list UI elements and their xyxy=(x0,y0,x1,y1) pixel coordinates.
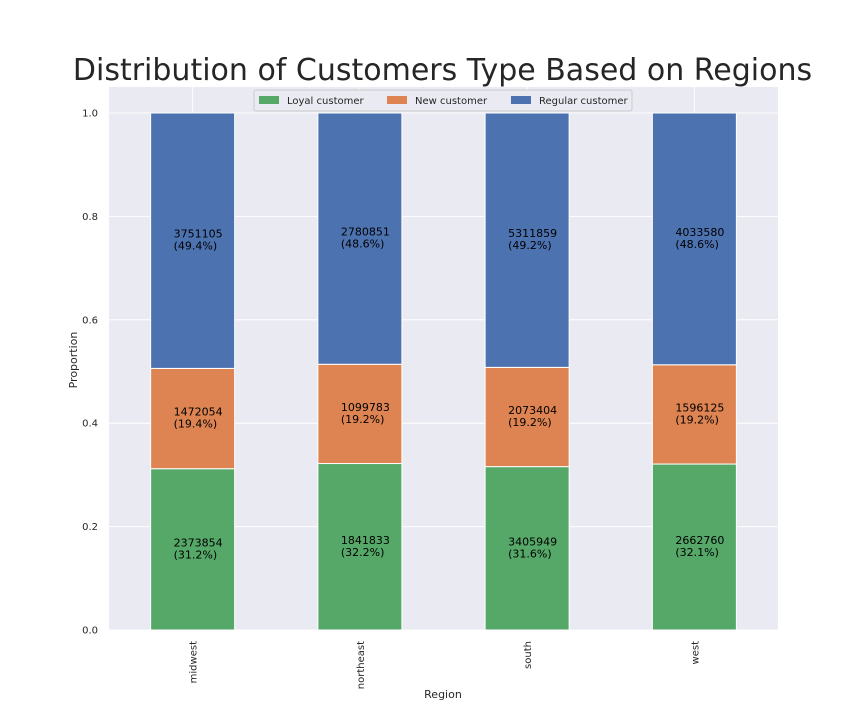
bar-segment-midwest-loyal-customer xyxy=(150,468,236,631)
legend-swatch-regular-customer xyxy=(511,96,531,104)
bar-percent-label: (19.2%) xyxy=(675,413,719,426)
bar-segment-west-loyal-customer xyxy=(651,463,737,631)
bar-percent-label: (19.2%) xyxy=(508,416,552,429)
x-axis-label: Region xyxy=(424,688,462,701)
y-tick-label: 0.2 xyxy=(82,522,98,533)
legend-swatch-loyal-customer xyxy=(259,96,279,104)
bar-count-label: 2662760 xyxy=(675,534,724,547)
x-tick-label: south xyxy=(523,641,534,669)
bar-percent-label: (31.6%) xyxy=(508,547,552,560)
bars xyxy=(150,112,737,631)
bar-segment-midwest-new-customer xyxy=(150,367,236,470)
y-axis-label: Proportion xyxy=(67,332,80,389)
bar-segment-south-regular-customer xyxy=(484,112,570,368)
bar-percent-label: (48.6%) xyxy=(675,238,719,251)
y-tick-label: 0.8 xyxy=(82,212,98,223)
bar-percent-label: (32.2%) xyxy=(341,546,385,559)
bar-count-label: 1099783 xyxy=(341,401,390,414)
bar-segment-west-regular-customer xyxy=(651,112,737,366)
bar-percent-label: (49.4%) xyxy=(174,240,218,253)
x-tick-label: northeast xyxy=(356,641,367,689)
bar-percent-label: (48.6%) xyxy=(341,238,385,251)
bar-segment-midwest-regular-customer xyxy=(150,112,236,369)
x-tick-label: west xyxy=(690,641,701,665)
y-tick-label: 0.0 xyxy=(82,626,98,637)
bar-count-label: 1472054 xyxy=(174,406,223,419)
bar-count-label: 3405949 xyxy=(508,535,557,548)
bar-count-label: 2073404 xyxy=(508,404,557,417)
bar-percent-label: (49.2%) xyxy=(508,239,552,252)
x-axis-ticks: midwest northeast south west xyxy=(189,641,702,689)
bar-count-label: 1841833 xyxy=(341,534,390,547)
bar-segment-northeast-new-customer xyxy=(317,363,403,465)
bar-percent-label: (19.4%) xyxy=(174,418,218,431)
bar-percent-label: (32.1%) xyxy=(675,546,719,559)
legend: Loyal customer New customer Regular custom… xyxy=(253,89,633,112)
legend-label: New customer xyxy=(415,96,488,107)
legend-frame xyxy=(253,89,633,112)
bar-count-label: 2373854 xyxy=(174,536,223,549)
bar-percent-label: (19.2%) xyxy=(341,413,385,426)
bar-count-label: 2780851 xyxy=(341,226,390,239)
bar-count-label: 3751105 xyxy=(174,228,223,241)
legend-label: Regular customer xyxy=(539,96,629,107)
bar-percent-label: (31.2%) xyxy=(174,548,218,561)
bar-labels: 2373854(31.2%) 1472054(19.4%) 3751105(49.4… xyxy=(174,226,725,562)
x-tick-label: midwest xyxy=(189,641,200,683)
bar-count-label: 1596125 xyxy=(675,401,724,414)
legend-label: Loyal customer xyxy=(287,96,364,107)
y-tick-label: 0.4 xyxy=(82,419,98,430)
bar-count-label: 5311859 xyxy=(508,227,557,240)
y-axis-ticks: 0.0 0.2 0.4 0.6 0.8 1.0 xyxy=(82,109,98,637)
bar-count-label: 4033580 xyxy=(675,226,724,239)
legend-swatch-new-customer xyxy=(387,96,407,104)
bar-segment-northeast-regular-customer xyxy=(317,112,403,365)
bar-segment-south-loyal-customer xyxy=(484,466,570,631)
chart-title: Distribution of Customers Type Based on … xyxy=(73,53,812,88)
bar-segment-south-new-customer xyxy=(484,366,570,468)
y-tick-label: 0.6 xyxy=(82,315,98,326)
y-tick-label: 1.0 xyxy=(82,109,98,120)
bar-segment-northeast-loyal-customer xyxy=(317,463,403,631)
